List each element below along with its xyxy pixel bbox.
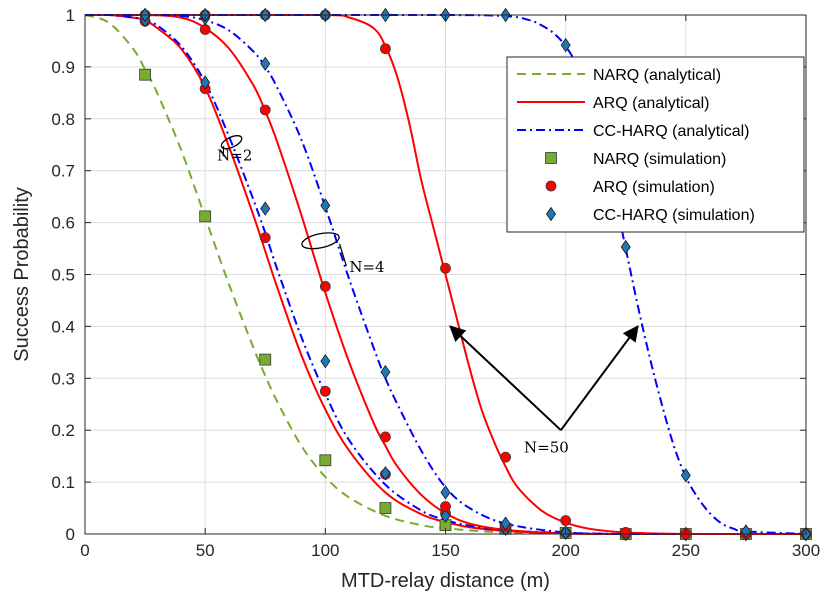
marker-cc-harq-simulation [320,198,331,213]
marker-cc-harq-simulation [440,508,451,524]
x-tick-label: 100 [311,541,339,560]
y-tick-label: 0.7 [51,162,75,181]
y-tick-label: 1 [66,6,75,25]
annotation-ellipse [301,232,340,250]
legend-entry: ARQ (analytical) [517,95,709,112]
marker-cc-harq-simulation [740,524,751,539]
y-tick-label: 0.4 [51,317,75,336]
marker-arq-simulation [560,515,572,526]
marker-narq-simulation [379,502,392,514]
y-tick-label: 0.2 [51,421,75,440]
y-tick-label: 0.8 [51,110,75,129]
marker-cc-harq-simulation [680,468,691,483]
legend-entry: NARQ (simulation) [545,151,726,168]
marker-arq-simulation [380,431,391,443]
marker-cc-harq-simulation [200,75,211,90]
marker-cc-harq-simulation [440,485,451,500]
y-tick-label: 0.5 [51,266,75,285]
marker-cc-harq-simulation [380,466,391,481]
legend-entry: ARQ (simulation) [545,179,715,196]
legend-swatch-marker [546,206,556,222]
legend-swatch-marker [545,152,557,164]
marker-narq-simulation [259,353,272,366]
annotation-label: N=2 [217,146,252,164]
y-tick-label: 0.1 [51,473,75,492]
marker-cc-harq-simulation [320,353,331,369]
marker-cc-harq-simulation [560,37,571,53]
marker-cc-harq-simulation [500,516,511,531]
legend-label: NARQ (simulation) [593,151,726,168]
annotation-label: N=50 [524,439,569,457]
marker-arq-simulation [319,385,331,397]
x-tick-label: 150 [431,541,459,560]
annotations: N=2 N=4 N=50 [217,135,639,457]
legend-label: CC-HARQ (simulation) [593,207,755,224]
marker-arq-simulation [259,232,271,244]
marker-arq-simulation [259,104,271,116]
marker-narq-simulation [139,68,151,81]
legend-entry: NARQ (analytical) [517,67,721,84]
marker-narq-simulation [319,454,332,467]
annotation-arrow [449,325,562,431]
marker-cc-harq-simulation [260,56,271,71]
marker-arq-simulation [199,24,211,35]
x-tick-label: 300 [792,541,820,560]
marker-arq-simulation [319,281,331,292]
legend-box [506,56,805,233]
curve-cc-harq-analytical [85,14,806,536]
marker-cc-harq-simulation [620,239,631,255]
legend-swatch-marker [545,180,557,192]
x-tick-label: 200 [551,541,579,560]
legend: NARQ (analytical) ARQ (analytical) CC-HARQ… [506,56,805,233]
axis-ticks: 0 50 100 150 200 250 300 0 0.1 0.2 0.3 0.4 0.5 0.6 0.7… [51,6,820,560]
x-axis-label: MTD-relay distance (m) [341,570,550,592]
legend-entry: CC-HARQ (analytical) [517,123,749,140]
annotation-ellipse [220,135,243,150]
annotation-leader [338,243,347,267]
y-tick-label: 0 [66,525,75,544]
marker-arq-simulation [500,451,511,463]
legend-label: CC-HARQ (analytical) [593,123,749,140]
y-tick-label: 0.3 [51,369,75,388]
marker-cc-harq-simulation [260,201,271,216]
legend-entry: CC-HARQ (simulation) [546,206,755,224]
legend-label: NARQ (analytical) [593,67,721,84]
y-tick-label: 0.6 [51,214,75,233]
x-tick-label: 250 [672,541,700,560]
annotation-label: N=4 [349,258,384,276]
marker-arq-simulation [440,262,451,274]
y-axis-label: Success Probability [11,187,33,362]
marker-arq-simulation [620,527,632,538]
marker-arq-simulation [440,501,451,512]
x-tick-label: 50 [196,541,215,560]
marker-cc-harq-simulation [380,364,391,380]
x-tick-label: 0 [80,541,89,560]
marker-arq-simulation [380,43,391,55]
legend-label: ARQ (simulation) [593,179,715,196]
marker-narq-simulation [199,210,212,223]
legend-label: ARQ (analytical) [593,95,709,112]
annotation-arrow [560,325,639,431]
y-tick-label: 0.9 [51,58,75,77]
